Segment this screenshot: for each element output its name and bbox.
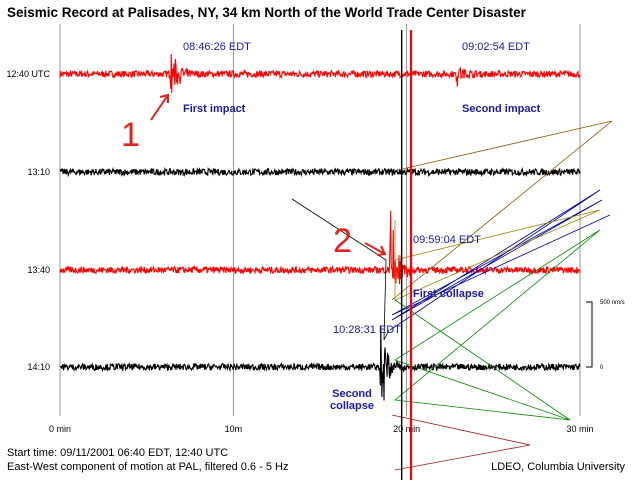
event-name-line: collapse (330, 400, 374, 412)
event-name-label: Second collapse (330, 388, 374, 412)
seismic-traces (59, 53, 581, 401)
event-name-line: First impact (183, 103, 246, 115)
scale-bar-top-label: 500 nm/s (600, 300, 625, 306)
trace-time-label: 14:10 (27, 362, 50, 372)
event-time-label: 09:59:04 EDT (413, 234, 481, 246)
seismic-trace (59, 210, 581, 285)
construction-line (389, 189, 611, 331)
construction-line (291, 198, 390, 341)
construction-line (391, 120, 613, 301)
seismic-trace (59, 166, 581, 178)
scale-bar-bracket (586, 301, 593, 368)
trace-time-label: 13:40 (27, 265, 50, 275)
x-tick-label: 0 min (49, 424, 71, 434)
event-name-label: First impact (183, 103, 246, 115)
trace-time-labels: 12:40 UTC 13:10 13:40 14:10 (6, 69, 50, 372)
handwritten-one: 1 (121, 116, 140, 154)
event-time-label: 10:28:31 EDT (333, 324, 401, 336)
trace-time-label: 13:10 (27, 167, 50, 177)
footer-start-time: Start time: 09/11/2001 06:40 EDT, 12:40 … (7, 447, 228, 459)
footer-credit: LDEO, Columbia University (491, 461, 625, 473)
chart-title: Seismic Record at Palisades, NY, 34 km N… (7, 5, 527, 20)
event-annotations: 08:46:26 EDT First impact 09:02:54 EDT Seco… (183, 41, 541, 412)
event-time-label: 09:02:54 EDT (462, 41, 530, 53)
amplitude-scale-bar: 500 nm/s 0 (586, 300, 625, 371)
handwritten-arrow (364, 242, 387, 256)
event-marker-lines (400, 30, 413, 480)
seismic-trace (59, 53, 581, 94)
time-gridlines (59, 24, 581, 416)
footer-component-note: East-West component of motion at PAL, fi… (7, 461, 288, 473)
event-name-label: Second impact (462, 103, 541, 115)
x-tick-label: 30 min (566, 424, 593, 434)
construction-lines (291, 120, 613, 471)
event-name-line: First collapse (413, 288, 484, 300)
x-tick-label: 10m (225, 424, 243, 434)
handwritten-marks: 12 (121, 93, 387, 260)
event-time-label: 08:46:26 EDT (183, 41, 251, 53)
scale-bar-zero-label: 0 (600, 365, 604, 371)
x-axis-tick-labels: 0 min 10m 20 min 30 min (49, 424, 594, 434)
handwritten-two: 2 (333, 222, 352, 260)
handwritten-arrow (150, 93, 169, 121)
chart-footer: Start time: 09/11/2001 06:40 EDT, 12:40 … (7, 447, 625, 473)
construction-line (391, 414, 531, 471)
construction-line (394, 209, 601, 301)
event-name-line: Second impact (462, 103, 541, 115)
seismic-trace (59, 326, 581, 401)
construction-line (394, 229, 601, 421)
event-name-line: Second (332, 388, 372, 400)
event-name-label: First collapse (413, 288, 484, 300)
x-tick-label: 20 min (393, 424, 420, 434)
trace-time-label: 12:40 UTC (6, 69, 50, 79)
